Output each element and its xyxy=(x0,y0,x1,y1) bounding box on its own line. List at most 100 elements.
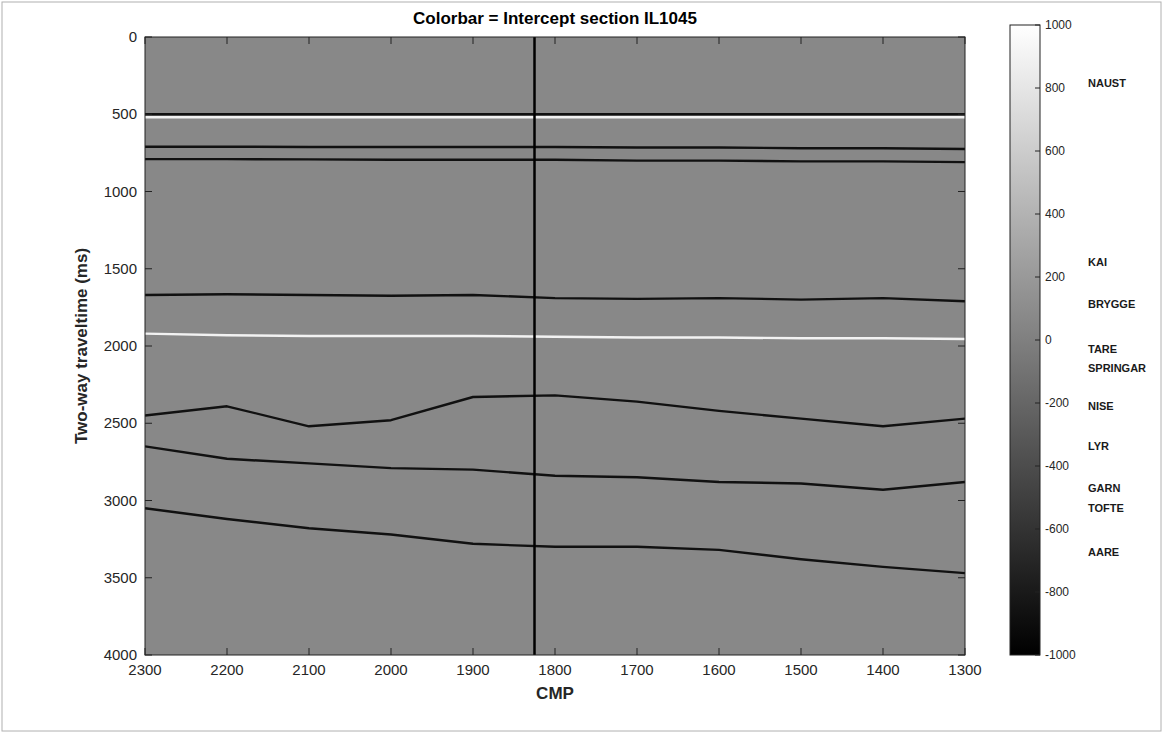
reflector xyxy=(145,116,965,118)
y-tick xyxy=(145,655,152,656)
colorbar-tick xyxy=(1035,214,1040,215)
colorbar-tick xyxy=(1035,655,1040,656)
y-tick xyxy=(958,655,965,656)
y-tick xyxy=(958,37,965,38)
colorbar-tick-label: -1000 xyxy=(1045,648,1076,662)
y-tick xyxy=(958,577,965,578)
colorbar-tick-label: -800 xyxy=(1045,585,1069,599)
colorbar-tick xyxy=(1035,466,1040,467)
title: Colorbar = Intercept section IL1045 xyxy=(413,9,697,28)
x-tick-label: 1700 xyxy=(620,661,653,678)
x-tick xyxy=(883,648,884,655)
colorbar-tick xyxy=(1035,88,1040,89)
x-tick-label: 2300 xyxy=(128,661,161,678)
x-tick xyxy=(555,648,556,655)
x-tick xyxy=(473,37,474,44)
x-tick xyxy=(801,37,802,44)
plot-frame xyxy=(145,37,965,655)
x-tick xyxy=(227,37,228,44)
section-marker xyxy=(533,37,536,655)
x-tick xyxy=(145,648,146,655)
colorbar-tick-label: -400 xyxy=(1045,459,1069,473)
formation-label: TARE xyxy=(1088,343,1117,355)
reflectors xyxy=(145,37,965,655)
reflector xyxy=(145,334,965,339)
x-tick xyxy=(801,648,802,655)
chart: 2300220021002000190018001700160015001400… xyxy=(0,0,1163,733)
x-tick xyxy=(965,37,966,44)
y-tick-label: 3500 xyxy=(104,569,137,586)
colorbar-tick-label: -600 xyxy=(1045,522,1069,536)
x-tick xyxy=(473,648,474,655)
y-tick xyxy=(145,577,152,578)
reflector xyxy=(145,446,965,489)
reflector xyxy=(145,395,965,426)
colorbar-tick xyxy=(1035,592,1040,593)
colorbar-tick-label: 0 xyxy=(1045,333,1052,347)
y-tick xyxy=(958,423,965,424)
x-tick-label: 1500 xyxy=(784,661,817,678)
reflector xyxy=(145,508,965,573)
x-tick-label: 1600 xyxy=(702,661,735,678)
colorbar-tick xyxy=(1035,151,1040,152)
y-tick-label: 4000 xyxy=(104,646,137,663)
formation-label: GARN xyxy=(1088,482,1120,494)
x-tick xyxy=(719,37,720,44)
y-tick xyxy=(958,191,965,192)
formation-label: KAI xyxy=(1088,256,1107,268)
y-tick xyxy=(145,423,152,424)
formation-label: BRYGGE xyxy=(1088,298,1135,310)
formation-label: NISE xyxy=(1088,400,1114,412)
x-tick xyxy=(309,648,310,655)
formation-label: LYR xyxy=(1088,440,1109,452)
x-tick-label: 1800 xyxy=(538,661,571,678)
y-tick-label: 0 xyxy=(129,28,137,45)
x-tick xyxy=(965,648,966,655)
y-tick xyxy=(958,346,965,347)
colorbar-tick-label: 400 xyxy=(1045,207,1065,221)
y-tick xyxy=(145,191,152,192)
formation-label: SPRINGAR xyxy=(1088,362,1146,374)
colorbar-tick xyxy=(1035,340,1040,341)
x-axis-title: CMP xyxy=(536,684,574,703)
x-tick xyxy=(637,648,638,655)
colorbar-tick xyxy=(1035,25,1040,26)
y-tick xyxy=(958,268,965,269)
x-tick xyxy=(637,37,638,44)
reflector xyxy=(145,113,965,115)
y-tick xyxy=(145,500,152,501)
x-tick-label: 2200 xyxy=(210,661,243,678)
x-tick xyxy=(391,648,392,655)
x-tick xyxy=(883,37,884,44)
reflector xyxy=(145,159,965,162)
x-tick xyxy=(145,37,146,44)
y-tick xyxy=(145,37,152,38)
x-tick xyxy=(227,648,228,655)
x-tick-label: 2100 xyxy=(292,661,325,678)
x-tick-label: 1900 xyxy=(456,661,489,678)
x-tick-label: 2000 xyxy=(374,661,407,678)
reflector xyxy=(145,147,965,149)
outer-frame xyxy=(2,2,1161,731)
background xyxy=(0,0,1163,733)
colorbar xyxy=(1010,25,1040,655)
y-tick xyxy=(958,114,965,115)
x-tick-label: 1400 xyxy=(866,661,899,678)
plot-area xyxy=(145,37,965,655)
y-tick xyxy=(145,114,152,115)
colorbar-tick xyxy=(1035,529,1040,530)
y-tick xyxy=(145,346,152,347)
x-tick-label: 1300 xyxy=(948,661,981,678)
y-tick xyxy=(958,500,965,501)
formation-label: AARE xyxy=(1088,546,1119,558)
y-tick-label: 2000 xyxy=(104,337,137,354)
colorbar-tick-label: 200 xyxy=(1045,270,1065,284)
colorbar-tick-label: 800 xyxy=(1045,81,1065,95)
y-tick-label: 1000 xyxy=(104,183,137,200)
colorbar-tick-label: -200 xyxy=(1045,396,1069,410)
y-tick-label: 1500 xyxy=(104,260,137,277)
y-tick xyxy=(145,268,152,269)
x-tick xyxy=(391,37,392,44)
x-tick xyxy=(719,648,720,655)
y-tick-label: 2500 xyxy=(104,414,137,431)
